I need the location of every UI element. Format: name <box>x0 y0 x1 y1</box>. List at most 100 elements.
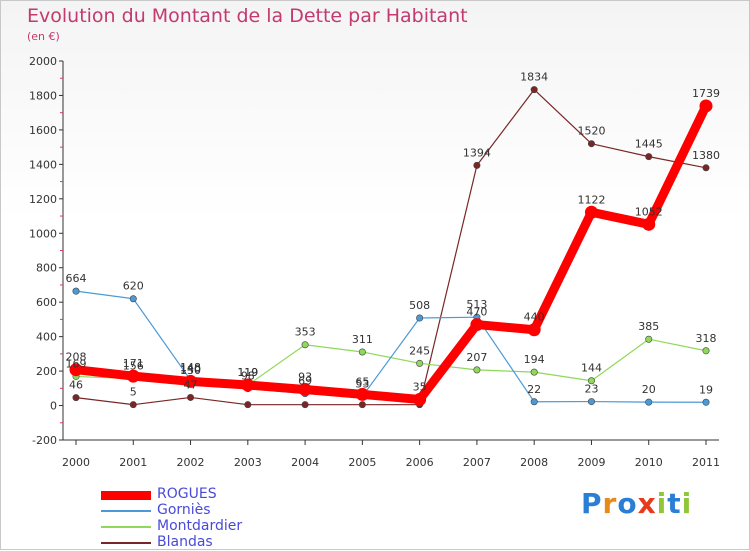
data-label: 470 <box>466 306 487 319</box>
data-point <box>69 363 83 377</box>
logo-letter: P <box>581 487 603 520</box>
legend-label: Montdardier <box>157 518 243 534</box>
proxiti-logo: Proxiti <box>581 487 692 520</box>
x-tick-label: 2000 <box>62 456 90 469</box>
data-label: 385 <box>638 320 659 333</box>
logo-letter: r <box>602 487 618 520</box>
y-tick-label: -200 <box>32 434 57 447</box>
data-label: 65 <box>355 375 369 388</box>
data-point <box>187 393 195 401</box>
data-point <box>473 161 481 169</box>
data-point <box>587 140 595 148</box>
data-label: 1380 <box>692 149 720 162</box>
x-tick-label: 2011 <box>692 456 720 469</box>
data-label: 311 <box>352 333 373 346</box>
y-tick-label: 0 <box>50 400 57 413</box>
x-tick-label: 2010 <box>635 456 663 469</box>
legend-swatch <box>101 510 151 512</box>
data-point <box>645 398 653 406</box>
data-point <box>416 359 424 367</box>
data-label: 1739 <box>692 87 720 100</box>
data-point <box>584 205 598 219</box>
data-label: 1052 <box>635 205 663 218</box>
y-tick-label: 1000 <box>29 227 57 240</box>
data-label: 119 <box>237 366 258 379</box>
data-point <box>702 347 710 355</box>
data-point <box>358 348 366 356</box>
data-label: 46 <box>69 379 83 392</box>
data-point <box>587 377 595 385</box>
logo-letter: i <box>656 487 668 520</box>
x-tick-label: 2003 <box>234 456 262 469</box>
data-label: 353 <box>295 326 316 339</box>
x-tick-label: 2005 <box>348 456 376 469</box>
data-point <box>72 287 80 295</box>
data-label: 5 <box>130 386 137 399</box>
data-label: 245 <box>409 344 430 357</box>
data-point <box>301 401 309 409</box>
data-point <box>244 401 252 409</box>
data-label: 69 <box>298 375 312 388</box>
data-label: 169 <box>66 357 87 370</box>
data-point <box>358 401 366 409</box>
data-point <box>301 341 309 349</box>
data-label: 140 <box>180 362 201 375</box>
data-label: 35 <box>413 381 427 394</box>
legend-label: Gorniès <box>157 502 211 518</box>
legend-label: ROGUES <box>157 486 217 502</box>
y-tick-label: 800 <box>36 262 57 275</box>
x-tick-label: 2008 <box>520 456 548 469</box>
x-tick-label: 2007 <box>463 456 491 469</box>
chart-subtitle: (en €) <box>27 30 60 43</box>
y-tick-label: 600 <box>36 296 57 309</box>
y-tick-label: 1200 <box>29 193 57 206</box>
logo-letter: x <box>637 487 657 520</box>
data-label: 144 <box>581 362 602 375</box>
data-point <box>587 398 595 406</box>
data-point <box>413 393 427 407</box>
x-tick-label: 2004 <box>291 456 319 469</box>
data-point <box>470 318 484 332</box>
data-label: 148 <box>180 361 201 374</box>
data-label: 508 <box>409 299 430 312</box>
data-point <box>645 335 653 343</box>
data-point <box>473 366 481 374</box>
data-label: 513 <box>466 298 487 311</box>
data-point <box>702 164 710 172</box>
data-label: 47 <box>184 378 198 391</box>
legend-swatch <box>101 542 151 544</box>
data-point <box>72 394 80 402</box>
data-label: 1445 <box>635 138 663 151</box>
data-point <box>129 401 137 409</box>
data-label: 93 <box>298 371 312 384</box>
series-line-0 <box>71 101 711 405</box>
x-tick-label: 2006 <box>406 456 434 469</box>
data-point <box>416 314 424 322</box>
data-point <box>530 398 538 406</box>
legend-label: Blandas <box>157 534 213 550</box>
data-point <box>530 86 538 94</box>
data-label: 1394 <box>463 146 491 159</box>
data-point <box>298 383 312 397</box>
data-point <box>702 398 710 406</box>
data-label: 1122 <box>577 193 605 206</box>
data-label: 156 <box>123 360 144 373</box>
x-tick-label: 2002 <box>177 456 205 469</box>
y-tick-label: 2000 <box>29 55 57 68</box>
data-label: 119 <box>237 366 258 379</box>
data-label: 620 <box>123 280 144 293</box>
x-tick-label: 2001 <box>119 456 147 469</box>
data-label: 440 <box>524 311 545 324</box>
data-label: 207 <box>466 351 487 364</box>
data-label: 23 <box>584 383 598 396</box>
logo-letter: t <box>667 487 682 520</box>
data-point <box>184 374 198 388</box>
y-tick-label: 1800 <box>29 89 57 102</box>
data-label: 208 <box>66 351 87 364</box>
data-point <box>699 99 713 113</box>
legend-swatch <box>101 526 151 528</box>
data-label: 194 <box>524 353 545 366</box>
x-tick-label: 2009 <box>577 456 605 469</box>
